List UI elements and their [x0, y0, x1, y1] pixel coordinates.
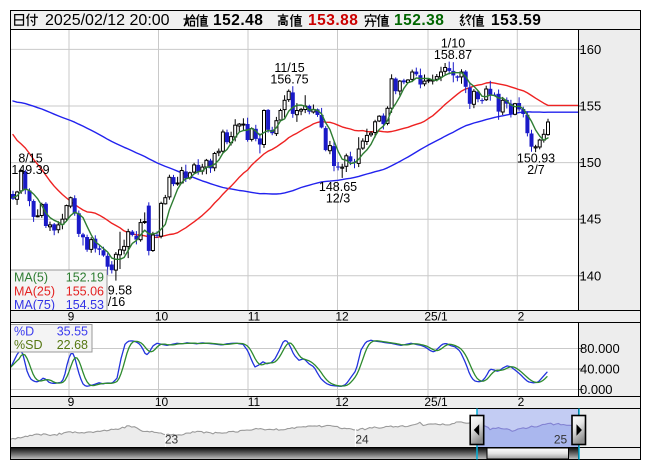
svg-text:10: 10: [155, 395, 169, 409]
svg-text:149.39: 149.39: [11, 163, 49, 177]
svg-text:152.48: 152.48: [213, 12, 263, 29]
svg-text:150: 150: [580, 155, 602, 170]
svg-text:23: 23: [165, 433, 179, 447]
svg-text:152.19: 152.19: [66, 271, 104, 285]
svg-text:2: 2: [518, 395, 525, 409]
svg-text:158.87: 158.87: [434, 48, 472, 62]
svg-text:1/10: 1/10: [441, 37, 465, 51]
svg-text:25/1: 25/1: [424, 395, 448, 409]
svg-text:%D: %D: [14, 325, 34, 339]
svg-text:140: 140: [580, 268, 602, 283]
svg-text:12/3: 12/3: [326, 192, 350, 206]
svg-text:25: 25: [554, 433, 568, 447]
svg-text:2025/02/12 20:00: 2025/02/12 20:00: [45, 12, 170, 29]
svg-text:148.65: 148.65: [319, 180, 357, 194]
svg-text:2/7: 2/7: [527, 163, 544, 177]
svg-text:35.55: 35.55: [57, 325, 88, 339]
svg-text:9: 9: [68, 310, 75, 324]
svg-text:156.75: 156.75: [270, 73, 308, 87]
svg-text:10: 10: [155, 310, 169, 324]
svg-text:11/15: 11/15: [274, 61, 304, 75]
svg-text:153.88: 153.88: [308, 12, 358, 29]
svg-text:155: 155: [580, 99, 602, 114]
svg-text:12: 12: [335, 395, 349, 409]
svg-text:160: 160: [580, 42, 602, 57]
svg-text:0.000: 0.000: [580, 382, 613, 397]
svg-text:MA(75): MA(75): [14, 298, 55, 312]
svg-text:80.000: 80.000: [580, 341, 620, 356]
svg-text:150.93: 150.93: [517, 152, 555, 166]
svg-text:MA(25): MA(25): [14, 284, 55, 298]
svg-text:12: 12: [335, 310, 349, 324]
svg-text:24: 24: [355, 433, 369, 447]
svg-text:22.68: 22.68: [57, 338, 88, 352]
svg-text:155.06: 155.06: [66, 284, 104, 298]
svg-text:8/15: 8/15: [18, 152, 42, 166]
svg-text:25/1: 25/1: [424, 310, 448, 324]
svg-text:152.38: 152.38: [394, 12, 444, 29]
svg-text:9: 9: [68, 395, 75, 409]
svg-text:153.59: 153.59: [491, 12, 541, 29]
svg-text:154.53: 154.53: [66, 298, 104, 312]
svg-text:145: 145: [580, 212, 602, 227]
svg-text:MA(5): MA(5): [14, 271, 48, 285]
svg-text:40.000: 40.000: [580, 362, 620, 377]
svg-text:11: 11: [248, 395, 261, 409]
svg-text:11: 11: [248, 310, 261, 324]
svg-text:%SD: %SD: [14, 338, 42, 352]
svg-text:2: 2: [518, 310, 525, 324]
